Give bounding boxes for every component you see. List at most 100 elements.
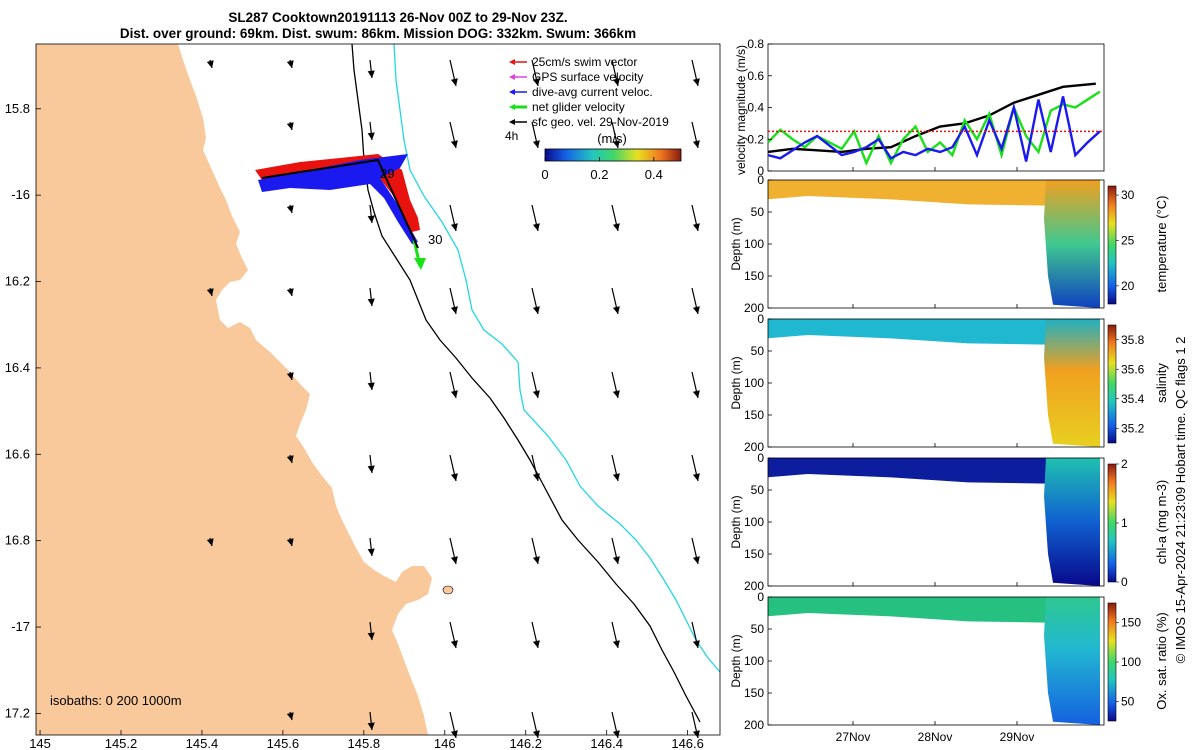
geostrophic-arrow xyxy=(531,287,540,315)
geostrophic-arrow xyxy=(449,204,458,232)
depth-colorbar-label: Ox. sat. ratio (%) xyxy=(1154,612,1169,710)
depth-colorbar-tick-label: 20 xyxy=(1121,279,1135,293)
geostrophic-arrow xyxy=(449,537,458,565)
velocity-y-tick-label: 0.8 xyxy=(747,37,764,51)
surface-layer xyxy=(768,458,1048,484)
geostrophic-arrow xyxy=(531,454,540,482)
island xyxy=(442,585,454,595)
geostrophic-arrow xyxy=(691,59,700,87)
geostrophic-arrow xyxy=(367,59,375,79)
velocity-ylabel: velocity magnitude (m/s) xyxy=(734,45,748,175)
geostrophic-arrow xyxy=(611,711,620,739)
geostrophic-arrow xyxy=(611,454,620,482)
depth-colorbar xyxy=(1107,602,1117,722)
geostrophic-arrow xyxy=(691,454,700,482)
map-y-tick-label: -16 xyxy=(11,187,30,202)
map-y-axis: 15.8 -16 16.2 16.4 16.6 16.8 -17 17.2 xyxy=(5,101,41,720)
geostrophic-arrow xyxy=(367,621,375,641)
geostrophic-arrow xyxy=(691,711,700,739)
map-colorbar: (m/s) 0 0.2 0.4 xyxy=(541,131,682,182)
depth-colorbar-tick-label: 0 xyxy=(1121,575,1128,589)
geostrophic-arrow xyxy=(611,371,620,399)
geostrophic-arrow xyxy=(286,454,294,464)
map-x-tick-label: 145.2 xyxy=(105,736,138,750)
geostrophic-arrow xyxy=(611,204,620,232)
depth-y-tick-label: 200 xyxy=(744,301,764,315)
depth-colorbar-tick-label: 35.6 xyxy=(1121,362,1145,376)
colorbar-ramp xyxy=(544,148,682,162)
depth-ylabel: Depth (m) xyxy=(729,217,743,270)
geostrophic-arrow xyxy=(531,121,540,149)
depth-colorbar-label: temperature (°C) xyxy=(1154,196,1169,293)
depth-colorbar-tick-label: 50 xyxy=(1121,694,1135,708)
colorbar-tick-label: 0 xyxy=(541,167,548,182)
geostrophic-arrow xyxy=(286,204,294,214)
legend-label: 25cm/s swim vector xyxy=(532,55,637,69)
map-x-tick-label: 145.6 xyxy=(267,736,300,750)
time-axis: 27Nov 28Nov 29Nov xyxy=(836,167,1034,744)
isobath-1000m xyxy=(393,43,721,673)
legend-swatch-head xyxy=(509,119,515,125)
surface-layer xyxy=(768,180,1048,206)
velocity-y-tick-label: 0.6 xyxy=(747,69,764,83)
geostrophic-arrow xyxy=(691,537,700,565)
depth-colorbar xyxy=(1107,463,1117,583)
chart-title-line2: Dist. over ground: 69km. Dist. swum: 86k… xyxy=(120,26,636,41)
velocity-series-line xyxy=(767,82,1096,154)
depth-y-tick-label: 50 xyxy=(751,483,765,497)
map-x-tick-label: 146.6 xyxy=(671,736,704,750)
map-x-tick-label: 145 xyxy=(29,736,51,750)
geostrophic-arrow xyxy=(367,711,375,731)
map-y-tick-label: -17 xyxy=(11,619,30,634)
geostrophic-velocity-arrows xyxy=(206,59,700,739)
depth-colorbar-tick-label: 35.4 xyxy=(1121,392,1145,406)
depth-panel-temperature: 0 50 100 150 200 Depth (m) 20 25 30 temperature (… xyxy=(729,173,1169,315)
depth-y-tick-label: 200 xyxy=(744,440,764,454)
geostrophic-arrow xyxy=(691,621,700,649)
depth-y-tick-label: 0 xyxy=(757,173,764,187)
deep-profile xyxy=(1044,180,1100,308)
geostrophic-arrow xyxy=(367,121,375,141)
depth-y-tick-label: 0 xyxy=(757,312,764,326)
colorbar-tick-label: 0.2 xyxy=(590,167,608,182)
map-y-tick-label: 16.4 xyxy=(5,360,30,375)
map-y-tick-label: 16.8 xyxy=(5,533,30,548)
depth-y-tick-label: 0 xyxy=(757,590,764,604)
geostrophic-arrow xyxy=(449,711,458,739)
depth-y-tick-label: 150 xyxy=(744,686,764,700)
depth-colorbar xyxy=(1107,324,1117,444)
geostrophic-arrow xyxy=(691,287,700,315)
depth-colorbar-tick-label: 2 xyxy=(1121,457,1128,471)
geostrophic-arrow xyxy=(286,371,294,381)
credit-text: © IMOS 15-Apr-2024 21:23:09 Hobart time.… xyxy=(1173,337,1188,664)
net-velocity-arrowhead xyxy=(414,258,426,270)
glider-path xyxy=(261,158,419,249)
depth-colorbar-tick-label: 35.2 xyxy=(1121,421,1145,435)
legend-label: dive-avg current veloc. xyxy=(532,85,653,99)
depth-y-tick-label: 50 xyxy=(751,344,765,358)
depth-ylabel: Depth (m) xyxy=(729,634,743,687)
map-x-tick-label: 146.4 xyxy=(590,736,623,750)
geostrophic-arrow xyxy=(286,121,294,131)
geostrophic-arrow xyxy=(449,59,458,87)
dive-avg-current-vectors xyxy=(258,154,418,244)
geostrophic-arrow xyxy=(206,59,214,69)
geostrophic-arrow xyxy=(449,371,458,399)
geostrophic-arrow xyxy=(691,204,700,232)
depth-y-tick-label: 200 xyxy=(744,579,764,593)
geostrophic-arrow xyxy=(531,204,540,232)
depth-ylabel: Depth (m) xyxy=(729,356,743,409)
geostrophic-arrow xyxy=(611,287,620,315)
depth-y-tick-label: 50 xyxy=(751,205,765,219)
depth-y-tick-label: 100 xyxy=(744,237,764,251)
depth-y-tick-label: 50 xyxy=(751,622,765,636)
deep-profile xyxy=(1044,597,1100,725)
day-label-30: 30 xyxy=(428,232,442,247)
colorbar-label: (m/s) xyxy=(597,131,627,146)
depth-y-tick-label: 150 xyxy=(744,408,764,422)
day-label-29: 29 xyxy=(380,166,394,181)
surface-layer xyxy=(768,597,1048,623)
